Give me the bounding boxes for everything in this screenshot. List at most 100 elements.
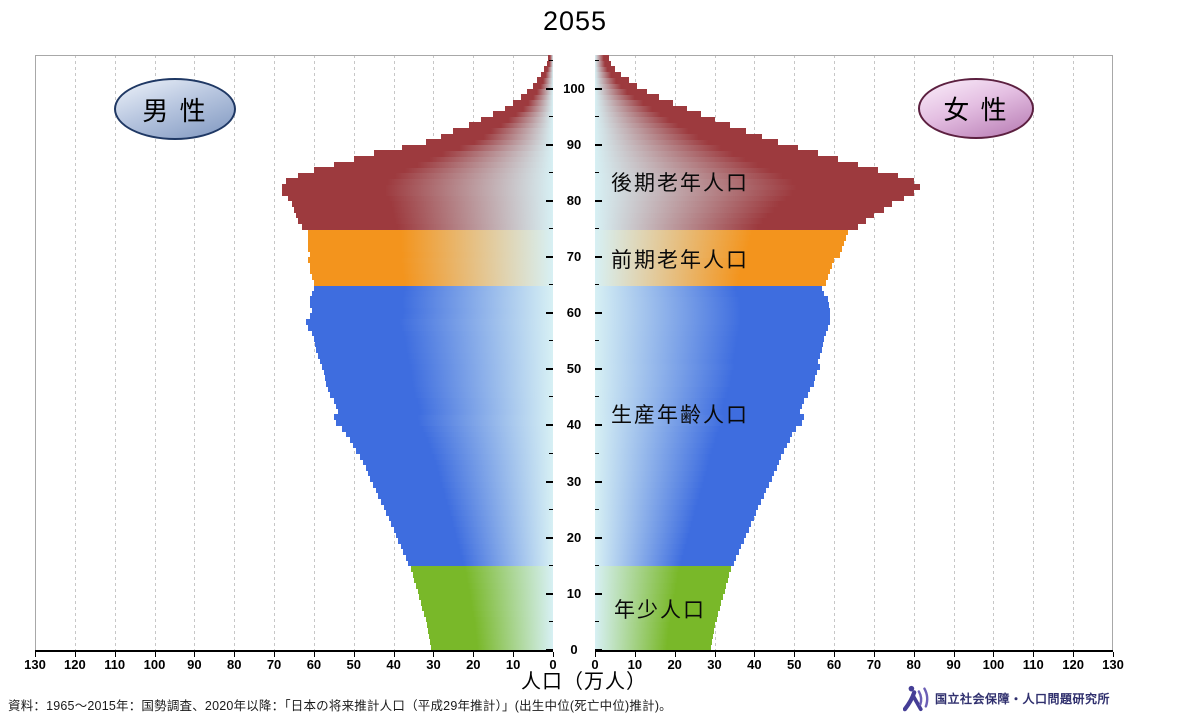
- pyramid-bar-male-age-9: [419, 593, 553, 600]
- pyramid-bar-female-age-18: [595, 543, 742, 550]
- age-tick: [595, 368, 602, 371]
- pyramid-bar-male-age-46: [327, 386, 553, 393]
- pyramid-bar-female-age-47: [595, 380, 815, 387]
- pyramid-bar-female-age-39: [595, 425, 797, 432]
- pyramid-bar-male-age-64: [313, 285, 553, 292]
- pyramid-bar-female-age-59: [595, 313, 831, 320]
- pyramid-bar-male-age-35: [355, 447, 553, 455]
- pyramid-bar-female-age-89: [595, 144, 799, 151]
- gridline: [953, 55, 955, 650]
- pyramid-bar-female-age-99: [595, 88, 647, 95]
- x-axis-tick-label: 60: [306, 657, 322, 672]
- x-axis-tick: [714, 652, 716, 657]
- x-axis-tick-label: 50: [346, 657, 361, 672]
- pyramid-bar-female-age-71: [595, 245, 843, 252]
- pyramid-bar-male-age-58: [305, 318, 553, 325]
- chart-title: 2055: [542, 6, 608, 36]
- pyramid-bar-female-age-1: [595, 638, 712, 645]
- pyramid-bar-female-age-37: [595, 436, 790, 443]
- x-axis-tick: [74, 652, 76, 657]
- pyramid-bar-female-age-61: [595, 301, 830, 309]
- age-axis-label: 50: [566, 361, 582, 377]
- age-tick: [595, 592, 602, 595]
- pyramid-bar-female-age-72: [595, 240, 845, 247]
- pyramid-bar-female-age-48: [595, 374, 816, 382]
- pyramid-bar-male-age-34: [359, 453, 553, 460]
- pyramid-bar-female-age-40: [595, 419, 803, 426]
- x-axis-tick: [1033, 652, 1035, 657]
- pyramid-bar-male-age-25: [383, 504, 553, 511]
- pyramid-bar-male-age-102: [541, 71, 553, 78]
- x-axis-tick: [873, 652, 875, 657]
- pyramid-bar-male-age-36: [352, 442, 553, 449]
- pyramid-bar-female-age-23: [595, 515, 754, 522]
- pyramid-bar-male-age-68: [309, 262, 553, 269]
- label-working-age-population: 生産年齢人口: [611, 404, 749, 427]
- pyramid-bar-female-age-74: [595, 229, 849, 236]
- x-axis-male: 0 10 20 30 40 50 60 70 80 90 100 110 120 130: [24, 650, 557, 674]
- x-axis-tick-label: 20: [466, 657, 481, 672]
- age-tick: [549, 171, 553, 173]
- x-axis-tick: [993, 652, 995, 657]
- pyramid-bar-female-age-31: [595, 470, 775, 477]
- x-axis-tick-label: 40: [386, 657, 401, 672]
- pyramid-bar-female-age-4: [595, 621, 716, 629]
- pyramid-bar-female-age-98: [595, 94, 659, 101]
- gridline: [114, 55, 116, 650]
- pyramid-bar-male-age-70: [309, 251, 553, 258]
- gridline: [1033, 55, 1035, 650]
- pyramid-bar-female-age-103: [595, 66, 615, 73]
- pyramid-bar-female-age-78: [595, 206, 884, 213]
- age-tick: [549, 452, 553, 454]
- pyramid-bar-male-age-29: [372, 481, 553, 488]
- age-tick: [595, 649, 602, 650]
- pyramid-bar-female-age-51: [595, 358, 819, 365]
- pyramid-bar-male-age-57: [307, 324, 553, 331]
- pyramid-bar-female-age-52: [595, 352, 821, 359]
- pyramid-bar-female-age-32: [595, 464, 777, 471]
- pyramid-bar-male-age-40: [335, 419, 553, 426]
- age-tick: [546, 368, 553, 371]
- pyramid-bar-female-age-24: [595, 509, 756, 516]
- age-tick: [546, 143, 553, 146]
- pyramid-bar-male-age-42: [337, 408, 553, 415]
- pyramid-bar-female-age-19: [595, 537, 744, 544]
- x-axis-tick-label: 10: [627, 657, 643, 672]
- pyramid-bar-female-age-12: [595, 577, 728, 584]
- pyramid-bar-female-age-11: [595, 582, 727, 589]
- pyramid-bar-female-age-70: [595, 251, 841, 258]
- pyramid-bar-male-age-84: [298, 172, 553, 179]
- age-tick: [595, 396, 599, 398]
- gridline: [313, 55, 315, 650]
- pyramid-bar-male-age-37: [349, 436, 553, 443]
- pyramid-bar-male-age-31: [367, 470, 553, 477]
- age-tick: [595, 228, 599, 229]
- pyramid-bar-male-age-19: [398, 537, 553, 544]
- gridline: [834, 55, 836, 650]
- pyramid-bar-female-age-60: [595, 307, 831, 314]
- pyramid-bar-female-age-90: [595, 139, 779, 146]
- x-axis-tick-label: 30: [707, 657, 722, 672]
- pyramid-bar-male-age-104: [546, 60, 553, 67]
- pyramid-bar-female-age-81: [595, 189, 914, 196]
- pyramid-bar-male-age-77: [296, 212, 553, 219]
- pyramid-bar-male-age-65: [313, 279, 553, 286]
- pyramid-bar-female-age-38: [595, 431, 793, 438]
- pyramid-bar-female-age-83: [595, 178, 914, 185]
- pyramid-bar-male-age-1: [430, 638, 553, 645]
- pyramid-bar-male-age-2: [429, 633, 553, 640]
- pyramid-bar-male-age-45: [329, 391, 553, 398]
- pyramid-bar-male-age-49: [323, 369, 553, 376]
- pyramid-bar-male-age-83: [286, 178, 553, 185]
- age-tick: [595, 143, 602, 146]
- pyramid-bar-female-age-28: [595, 487, 767, 494]
- age-tick: [549, 228, 553, 229]
- pyramid-bar-female-age-7: [595, 605, 720, 612]
- pyramid-bar-female-age-34: [595, 453, 782, 460]
- pyramid-bar-female-age-41: [595, 414, 805, 421]
- pyramid-bar-male-age-89: [401, 144, 553, 151]
- source-note: 資料：1965～2015年：国勢調査、2020年以降：「日本の将来推計人口（平成…: [8, 699, 672, 713]
- x-axis-tick-label: 120: [63, 657, 86, 672]
- pyramid-bar-female-age-55: [595, 335, 825, 342]
- age-axis-label: 0: [570, 642, 578, 657]
